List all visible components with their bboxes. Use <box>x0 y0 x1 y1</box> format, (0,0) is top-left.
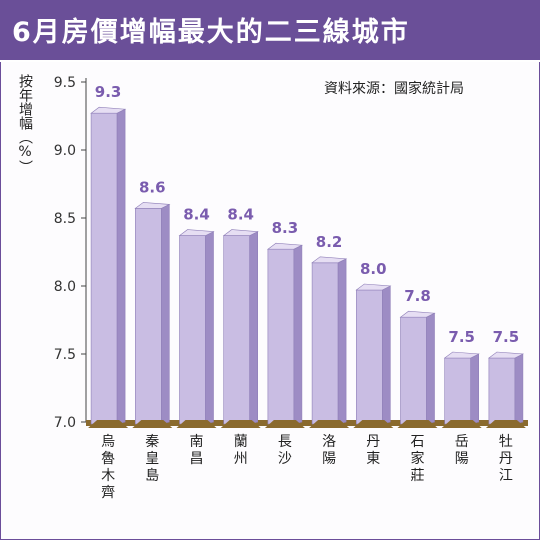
bar-top <box>311 256 348 264</box>
bar-top <box>134 202 171 209</box>
bar-chart: 7.0 7.5 8.0 8.5 9.0 9.5 9.3 烏魯木齊 8.6 秦皇島 8.4 南昌 8.4 蘭… <box>54 75 528 501</box>
bar <box>444 357 472 425</box>
value-label: 8.4 <box>227 206 254 224</box>
y-tick-label: 8.0 <box>54 279 76 295</box>
value-label: 8.0 <box>360 260 387 278</box>
category-label: 丹東 <box>366 434 380 467</box>
value-label: 7.8 <box>404 287 431 305</box>
bar-side <box>514 353 524 425</box>
value-label: 9.3 <box>95 83 122 101</box>
chart-title: 6月房價增幅最大的二三線城市 <box>12 17 410 48</box>
bar <box>400 316 427 425</box>
bar-side <box>337 258 347 425</box>
bar-top <box>399 310 436 318</box>
category-label: 烏魯木齊 <box>101 433 115 501</box>
bar-top <box>266 242 304 250</box>
y-tick-label: 8.5 <box>54 211 76 227</box>
bar-top <box>443 351 480 359</box>
bar-base <box>397 420 438 428</box>
bar-top <box>178 229 215 236</box>
bar-base <box>309 420 350 428</box>
value-label: 7.5 <box>448 328 475 346</box>
category-label: 長沙 <box>278 434 292 467</box>
y-tick-label: 7.0 <box>54 415 76 431</box>
category-label: 牡丹江 <box>499 434 513 484</box>
bar <box>355 289 383 425</box>
value-label: 7.5 <box>493 328 520 346</box>
bar-side <box>161 203 170 425</box>
bar-base <box>220 420 261 428</box>
bar-side <box>293 244 303 425</box>
category-label: 南昌 <box>190 434 204 467</box>
y-tick-label: 9.0 <box>54 143 76 159</box>
category-label: 石家莊 <box>411 434 425 484</box>
value-label: 8.4 <box>183 206 210 224</box>
bar-base <box>176 420 217 428</box>
bar-base <box>485 420 526 428</box>
bar-base <box>88 420 129 428</box>
bar <box>223 235 250 425</box>
y-axis-label: 按年增幅（%） <box>17 74 33 174</box>
category-label: 蘭州 <box>234 434 248 467</box>
bar-base <box>441 420 482 428</box>
y-tick-label: 9.5 <box>54 75 76 91</box>
bar-side <box>381 285 391 425</box>
bar <box>267 248 295 425</box>
bar-base <box>264 420 305 428</box>
bar-base <box>132 420 173 428</box>
bar <box>179 235 206 425</box>
bar-base <box>353 420 394 428</box>
category-label: 洛陽 <box>322 434 336 467</box>
bar-top <box>487 351 525 359</box>
bar-side <box>470 353 480 425</box>
bar-top <box>222 229 259 236</box>
value-label: 8.2 <box>316 233 343 251</box>
category-label: 秦皇島 <box>145 434 159 484</box>
title-bar: 6月房價增幅最大的二三線城市 <box>0 0 540 62</box>
bar-top <box>355 283 392 291</box>
bar-side <box>116 108 126 425</box>
value-label: 8.3 <box>272 219 299 237</box>
bar-side <box>249 231 259 425</box>
bar <box>488 357 516 425</box>
bar <box>90 112 118 425</box>
y-tick-label: 7.5 <box>54 347 76 363</box>
bar-top <box>90 106 127 114</box>
category-label: 岳陽 <box>455 434 469 467</box>
bar-side <box>205 231 214 425</box>
baseline-strip <box>86 420 528 426</box>
value-label: 8.6 <box>139 178 166 196</box>
source-note: 資料來源：國家統計局 <box>324 81 464 97</box>
bar-side <box>426 312 435 425</box>
bar <box>135 208 162 425</box>
bar <box>311 262 339 425</box>
